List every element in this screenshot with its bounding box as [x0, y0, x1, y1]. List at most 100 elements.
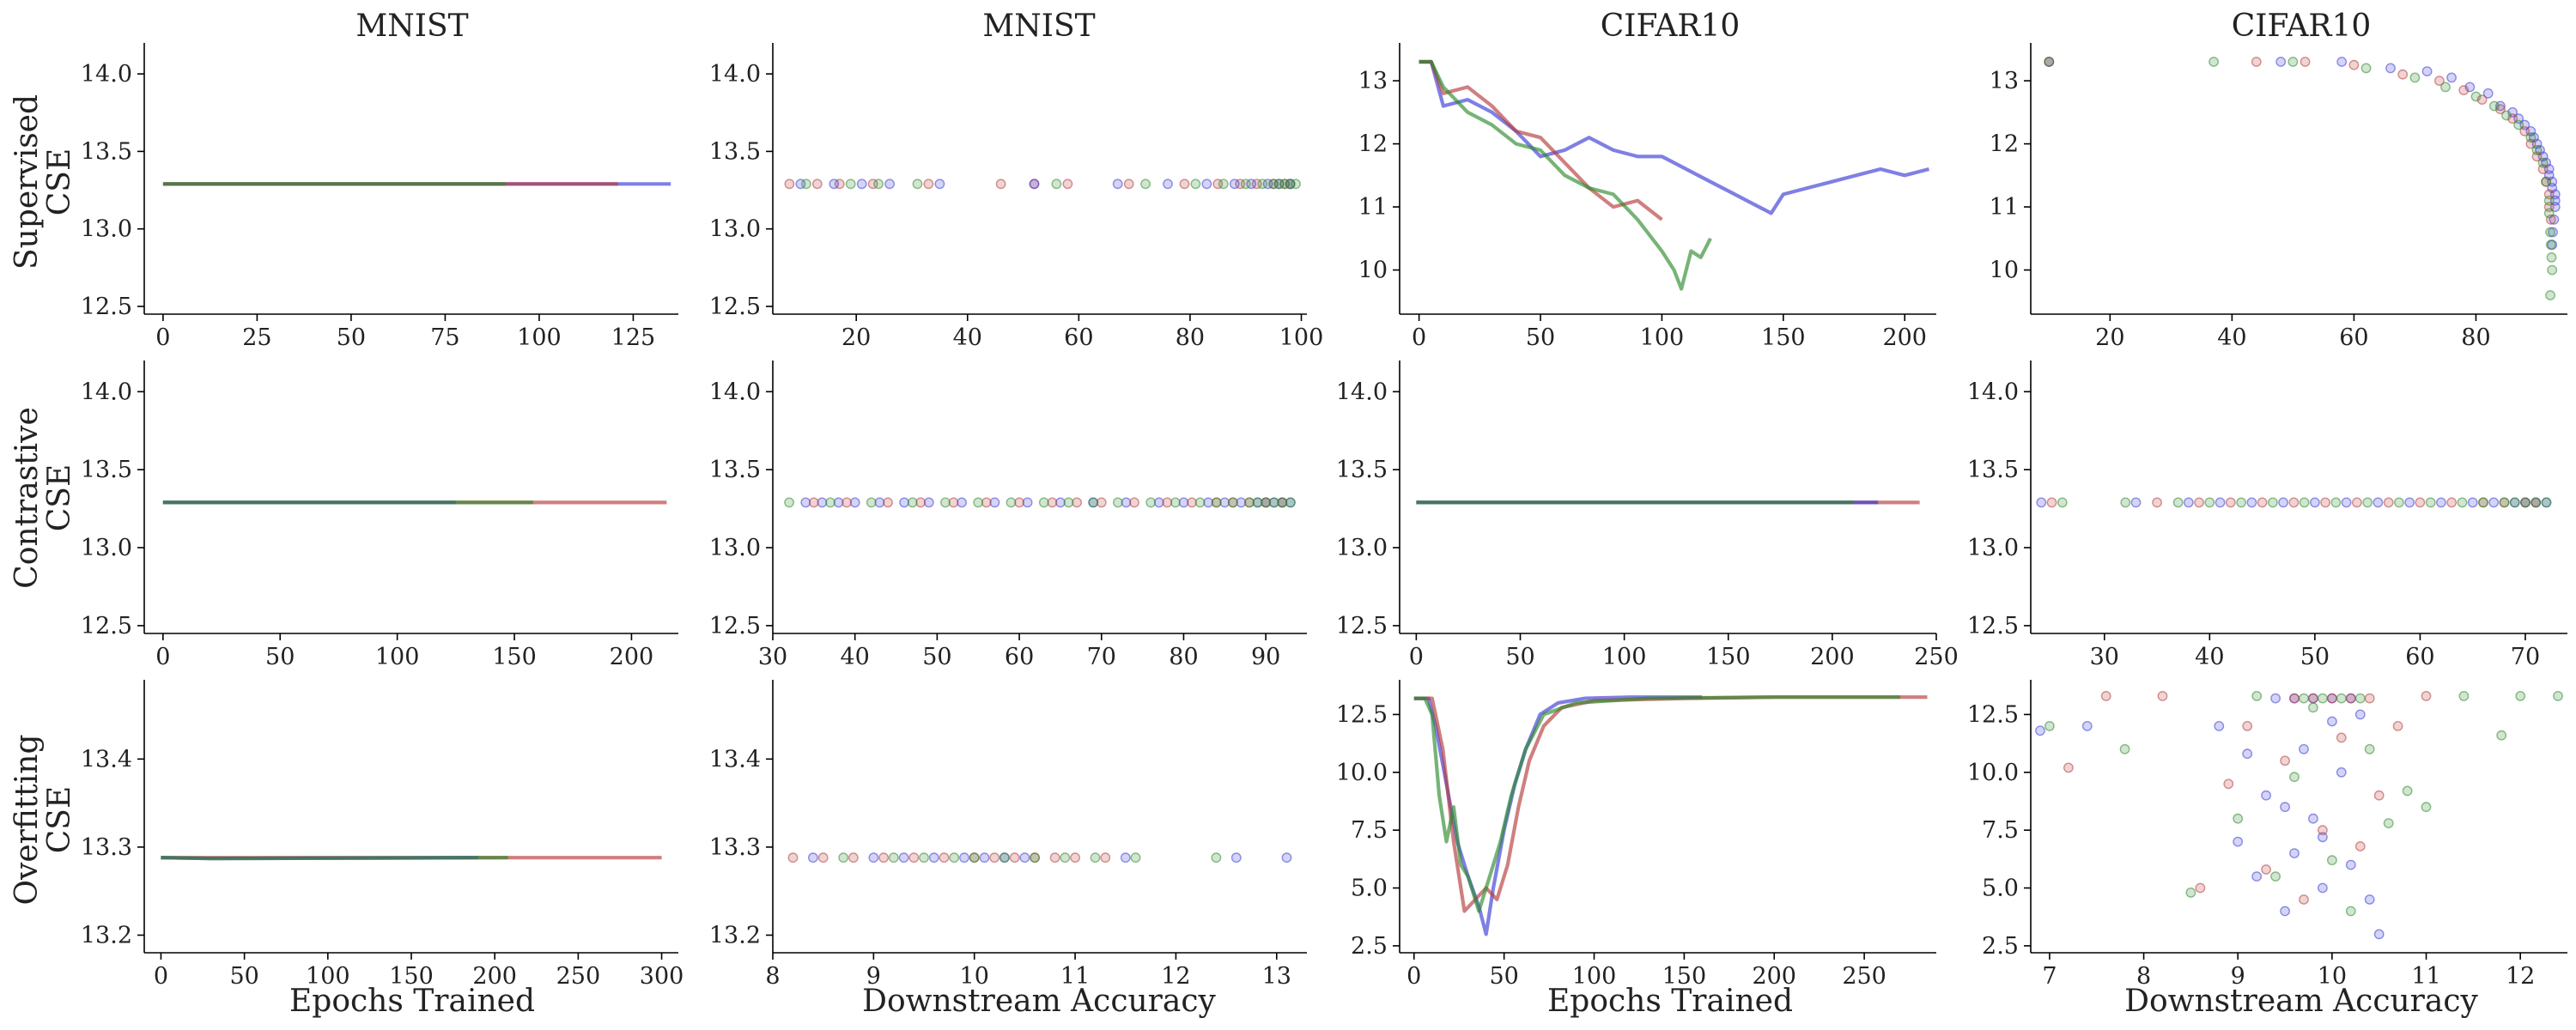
x-tick-label: 0 [155, 324, 170, 351]
series-line-blue [1419, 59, 1930, 215]
y-tick-label: 10.0 [1967, 760, 2019, 786]
x-tick-label: 100 [1602, 644, 1647, 670]
scatter-point-red [817, 852, 829, 863]
scatter-point-blue [2404, 497, 2415, 508]
scatter-point-red [2345, 693, 2356, 704]
scatter-point-green [801, 179, 811, 190]
scatter-point-green [2547, 264, 2558, 276]
y-tick-label: 13.2 [709, 922, 761, 948]
scatter-point-green [2457, 497, 2468, 508]
scatter-point-red [2280, 755, 2291, 766]
y-tick-label: 14.0 [709, 61, 761, 88]
y-tick-label: 13 [1358, 68, 1388, 94]
scatter-point-blue [1178, 497, 1189, 508]
scatter-point-green [1257, 179, 1268, 190]
scatter-point-green [1252, 497, 1263, 508]
scatter-point-red [1070, 852, 1081, 863]
scatter-point-green [2336, 693, 2347, 704]
scatter-point-red [2326, 693, 2337, 704]
x-tick-label: 12 [2506, 963, 2535, 990]
scatter-point-red [784, 179, 795, 190]
col-title-2: MNIST [982, 9, 1095, 44]
x-tick-label: 100 [1279, 324, 1324, 351]
scatter-point-green [1140, 179, 1151, 190]
scatter-point-red [2317, 825, 2328, 836]
scatter-point-green [825, 497, 835, 508]
scatter-point-green [2541, 176, 2552, 187]
scatter-point-green [2553, 691, 2563, 701]
scatter-point-blue [2488, 497, 2500, 508]
col-title-4: CIFAR10 [2232, 9, 2372, 44]
x-tick-label: 20 [2095, 324, 2124, 351]
scatter-point-red [2194, 497, 2205, 508]
scatter-point-blue [989, 497, 1000, 508]
scatter-point-green [2478, 497, 2488, 508]
scatter-point-red [2392, 721, 2403, 731]
x-tick-label: 75 [430, 324, 459, 351]
y-tick-label: 12.5 [1967, 701, 2019, 728]
y-tick-label: 13.2 [81, 922, 132, 948]
series-line-green [1413, 695, 1901, 913]
x-tick-label: 80 [1169, 644, 1198, 670]
scatter-point-green [2543, 195, 2555, 206]
scatter-point-green [2345, 906, 2356, 917]
scatter-point-green [973, 497, 984, 508]
scatter-point-red [908, 852, 920, 863]
scatter-point-red [2320, 497, 2331, 508]
scatter-point-blue [2130, 497, 2142, 508]
scatter-point-blue [1120, 852, 1131, 863]
scatter-point-blue [2336, 57, 2348, 67]
scatter-point-green [2044, 721, 2055, 731]
x-tick-label: 0 [154, 963, 168, 990]
y-tick-label: 13.0 [81, 535, 132, 561]
scatter-point-green [2289, 772, 2300, 783]
row-label-3-line-2: CSE [42, 786, 77, 854]
scatter-point-red [2242, 721, 2253, 731]
scatter-point-green [2509, 497, 2520, 508]
x-tick-label: 150 [492, 644, 537, 670]
scatter-point-blue [2373, 929, 2385, 940]
scatter-point-green [784, 497, 794, 508]
scatter-point-red [2063, 762, 2074, 773]
scatter-point-green [1063, 497, 1074, 508]
scatter-point-blue [817, 497, 828, 508]
scatter-point-red [1047, 497, 1058, 508]
y-tick-label: 13.3 [709, 834, 761, 861]
scatter-point-green [2364, 743, 2375, 754]
scatter-point-green [2545, 227, 2556, 238]
y-tick-label: 14.0 [1967, 379, 2019, 405]
scatter-point-green [2299, 693, 2309, 704]
y-tick-label: 14.0 [81, 61, 132, 88]
series-line-red [1413, 695, 1928, 913]
x-tick-label: 9 [866, 963, 881, 990]
scatter-point-blue [2446, 72, 2458, 83]
scatter-point-green [2520, 497, 2530, 508]
scatter-point-green [2185, 888, 2196, 898]
row-label-2-line-2: CSE [42, 464, 77, 532]
scatter-point-green [2470, 91, 2482, 102]
scatter-point-red [808, 497, 819, 508]
scatter-point-blue [800, 497, 811, 508]
scatter-point-green [2501, 110, 2512, 121]
y-tick-label: 13.4 [81, 746, 132, 772]
scatter-point-green [2531, 144, 2543, 155]
col-title-3: CIFAR10 [1601, 9, 1741, 44]
scatter-point-green [2545, 290, 2556, 300]
x-tick-label: 200 [1882, 324, 1927, 351]
x-tick-label: 40 [2195, 644, 2224, 670]
scatter-point-blue [2307, 813, 2318, 824]
scatter-point-red [883, 497, 893, 508]
scatter-point-red [841, 497, 852, 508]
scatter-point-blue [957, 497, 968, 508]
y-tick-label: 13.4 [709, 746, 761, 772]
y-tick-label: 12.5 [1336, 701, 1388, 728]
scatter-point-red [2300, 57, 2311, 67]
x-tick-label: 50 [922, 644, 951, 670]
y-tick-label: 13.0 [1336, 535, 1388, 561]
scatter-point-blue [2482, 88, 2494, 99]
scatter-point-blue [2345, 859, 2356, 870]
scatter-point-green [2545, 239, 2556, 251]
scatter-point-green [2208, 57, 2220, 67]
scatter-point-red [2348, 59, 2360, 70]
scatter-point-blue [2035, 725, 2045, 736]
